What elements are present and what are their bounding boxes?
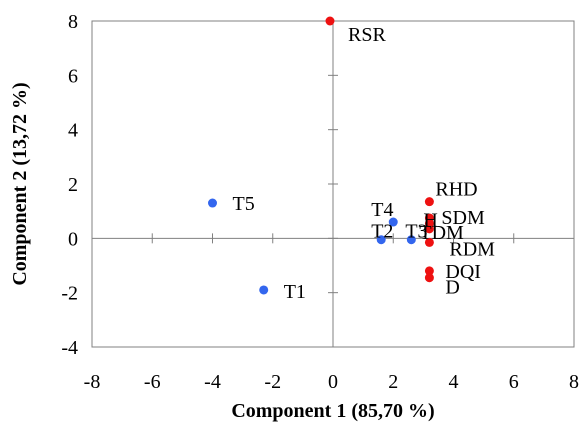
point-label-rdm: RDM xyxy=(449,238,495,260)
point-label-t3: T3 xyxy=(405,221,427,243)
data-point-t3 xyxy=(406,235,416,245)
point-label-rhd: RHD xyxy=(435,179,477,201)
point-label-dqi: DQI xyxy=(445,261,481,283)
y-tick-label: 2 xyxy=(68,174,78,196)
x-tick-label: -8 xyxy=(84,371,101,393)
point-label-t1: T1 xyxy=(284,281,306,303)
data-point-rhd xyxy=(424,197,434,207)
x-tick-label: -4 xyxy=(204,371,221,393)
point-label-h: H xyxy=(423,209,437,231)
x-axis-title: Component 1 (85,70 %) xyxy=(231,400,434,422)
axes-layer xyxy=(91,20,575,348)
point-label-t2: T2 xyxy=(371,221,393,243)
data-point-rsr xyxy=(325,16,335,26)
data-point-t2 xyxy=(376,235,386,245)
x-tick-label: 2 xyxy=(388,371,398,393)
y-tick-label: 6 xyxy=(68,65,78,87)
data-point-dqi xyxy=(424,266,434,276)
data-point-t1 xyxy=(259,285,269,295)
point-label-tdm: TDM xyxy=(419,222,464,244)
x-tick-label: -6 xyxy=(144,371,161,393)
point-label-rsr: RSR xyxy=(348,24,386,46)
y-tick-label: 8 xyxy=(68,11,78,33)
point-label-sdm: SDM xyxy=(441,207,485,229)
data-points xyxy=(208,16,434,295)
point-label-d: D xyxy=(445,277,459,299)
x-tick-label: 8 xyxy=(569,371,579,393)
point-label-t4: T4 xyxy=(371,199,393,221)
point-label-t5: T5 xyxy=(233,193,255,215)
x-tick-label: -2 xyxy=(264,371,281,393)
x-tick-label: 0 xyxy=(328,371,338,393)
data-point-d xyxy=(424,273,434,283)
x-tick-label: 4 xyxy=(449,371,459,393)
data-point-t5 xyxy=(208,198,217,208)
data-point-t4 xyxy=(388,217,398,227)
data-point-tdm xyxy=(424,224,434,234)
y-tick-label: -2 xyxy=(61,283,78,305)
y-tick-label: 4 xyxy=(68,120,78,142)
x-tick-label: 6 xyxy=(509,371,519,393)
y-tick-label: -4 xyxy=(61,337,78,359)
y-axis-title: Component 2 (13,72 %) xyxy=(9,82,31,285)
y-tick-label: 0 xyxy=(68,228,78,250)
data-point-rdm xyxy=(424,237,434,247)
tick-labels: -8 -6 -4 -2 0 2 4 6 8 -4 -2 0 2 4 6 8 xyxy=(61,11,579,393)
